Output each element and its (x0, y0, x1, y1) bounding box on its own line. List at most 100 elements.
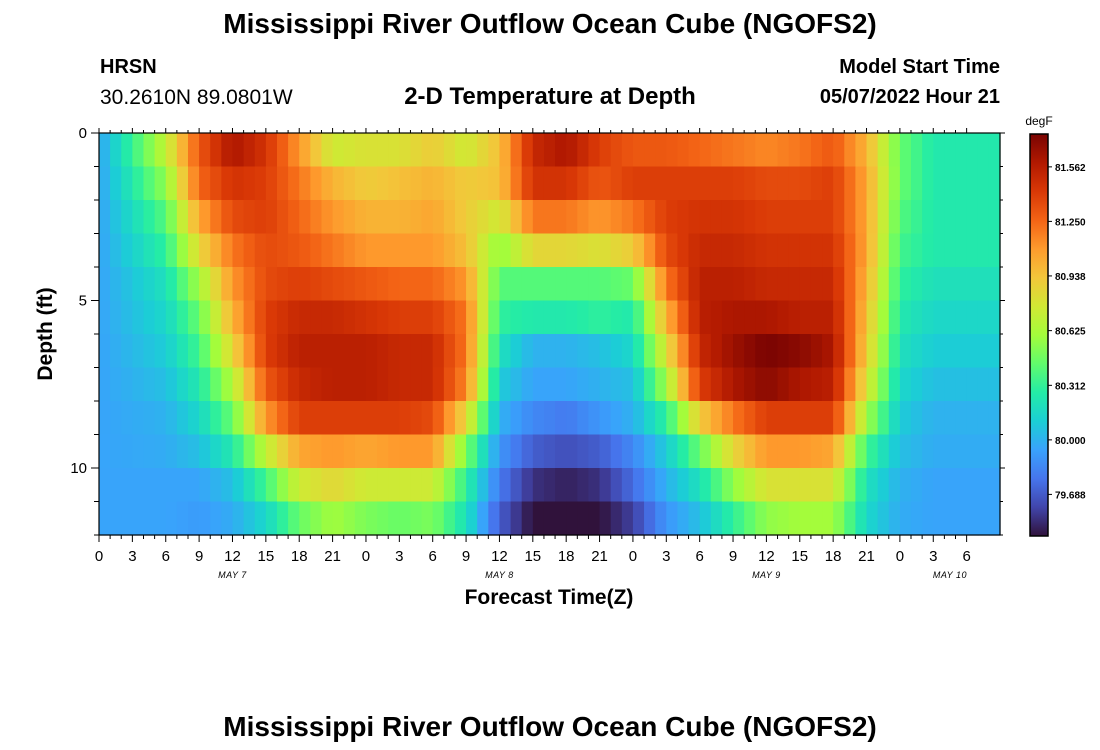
heatmap-cell (443, 267, 456, 302)
heatmap-cell (110, 166, 122, 201)
heatmap-cell (899, 501, 912, 536)
heatmap-cell (99, 501, 111, 536)
heatmap-cell (488, 233, 501, 268)
heatmap-cell (543, 233, 556, 268)
heatmap-cell (410, 334, 423, 369)
heatmap-cell (844, 434, 856, 469)
x-tick-label: 9 (195, 548, 203, 565)
heatmap-cell (966, 434, 979, 469)
heatmap-cell (132, 300, 145, 335)
heatmap-cell (877, 501, 890, 536)
heatmap-cell (310, 133, 323, 168)
heatmap-cell (877, 300, 890, 335)
model-start-value: 05/07/2022 Hour 21 (819, 86, 1000, 108)
heatmap-cell (677, 133, 690, 168)
heatmap-cell (488, 166, 501, 201)
x-tick-label: 3 (128, 548, 136, 565)
heatmap-cell (532, 200, 545, 235)
heatmap-cell (176, 367, 189, 402)
heatmap-cell (276, 501, 289, 536)
heatmap-cell (933, 401, 945, 436)
heatmap-cell (944, 434, 957, 469)
heatmap-cell (844, 334, 856, 369)
heatmap-cell (399, 434, 412, 469)
heatmap-cell (221, 401, 234, 436)
heatmap-cell (777, 300, 790, 335)
heatmap-cell (822, 501, 834, 536)
heatmap-cell (543, 267, 556, 302)
heatmap-cell (855, 166, 868, 201)
x-tick-label: 0 (896, 548, 904, 565)
heatmap-cell (599, 300, 612, 335)
heatmap-cell (299, 334, 311, 369)
heatmap-cell (599, 200, 612, 235)
heatmap-cell (499, 267, 512, 302)
heatmap-cell (855, 233, 868, 268)
heatmap-cell (121, 501, 133, 536)
heatmap-cell (377, 133, 389, 168)
heatmap-cell (132, 133, 145, 168)
heatmap-cell (187, 166, 200, 201)
heatmap-cell (143, 166, 156, 201)
heatmap-cell (644, 501, 656, 536)
heatmap-cell (755, 166, 767, 201)
heatmap-cell (966, 133, 979, 168)
heatmap-cell (911, 468, 923, 503)
heatmap-cell (922, 434, 934, 469)
heatmap-cell (733, 468, 745, 503)
heatmap-cell (933, 367, 945, 402)
heatmap-cell (855, 468, 868, 503)
heatmap-cell (187, 501, 200, 536)
heatmap-cell (377, 300, 389, 335)
heatmap-cell (99, 166, 111, 201)
heatmap-cell (833, 133, 845, 168)
heatmap-cell (321, 501, 334, 536)
heatmap-cell (577, 334, 590, 369)
heatmap-cell (644, 267, 656, 302)
heatmap-cell (343, 367, 356, 402)
heatmap-cell (354, 434, 367, 469)
y-tick-label: 5 (79, 293, 87, 310)
heatmap-cell (721, 300, 734, 335)
colorbar: degF 81.562 81.250 80.938 80.625 80.312 80.000… (1025, 114, 1086, 537)
heatmap-cell (176, 401, 189, 436)
heatmap-cell (265, 267, 278, 302)
heatmap-cell (566, 334, 578, 369)
heatmap-cell (799, 367, 812, 402)
heatmap-cell (310, 300, 323, 335)
x-tick-label: 21 (858, 548, 875, 565)
heatmap-cell (988, 267, 1001, 302)
heatmap-cell (888, 133, 901, 168)
heatmap-cell (132, 401, 145, 436)
heatmap-cell (677, 267, 690, 302)
heatmap-cell (566, 434, 578, 469)
heatmap-cell (632, 233, 645, 268)
heatmap-cell (911, 501, 923, 536)
heatmap-cell (432, 367, 445, 402)
heatmap-cell (632, 401, 645, 436)
colorbar-tick-label: 80.938 (1055, 272, 1086, 283)
heatmap-cell (555, 334, 567, 369)
heatmap-cell (143, 367, 156, 402)
heatmap-cell (421, 233, 434, 268)
heatmap-cell (510, 501, 523, 536)
heatmap-cell (343, 434, 356, 469)
heatmap-cell (599, 367, 612, 402)
heatmap-cell (621, 367, 634, 402)
heatmap-cell (777, 501, 790, 536)
x-tick-label: 12 (224, 548, 241, 565)
heatmap-cell (833, 468, 845, 503)
heatmap-cell (833, 334, 845, 369)
heatmap-cell (343, 300, 356, 335)
heatmap-cell (454, 300, 467, 335)
heatmap-cell (310, 468, 323, 503)
heatmap-cell (154, 233, 167, 268)
heatmap-cell (421, 200, 434, 235)
model-start-label: Model Start Time (839, 56, 1000, 78)
x-tick-label: 18 (291, 548, 308, 565)
heatmap-cell (454, 367, 467, 402)
heatmap-cell (176, 334, 189, 369)
heatmap-cell (454, 468, 467, 503)
heatmap-cell (810, 468, 823, 503)
heatmap-cell (377, 233, 389, 268)
